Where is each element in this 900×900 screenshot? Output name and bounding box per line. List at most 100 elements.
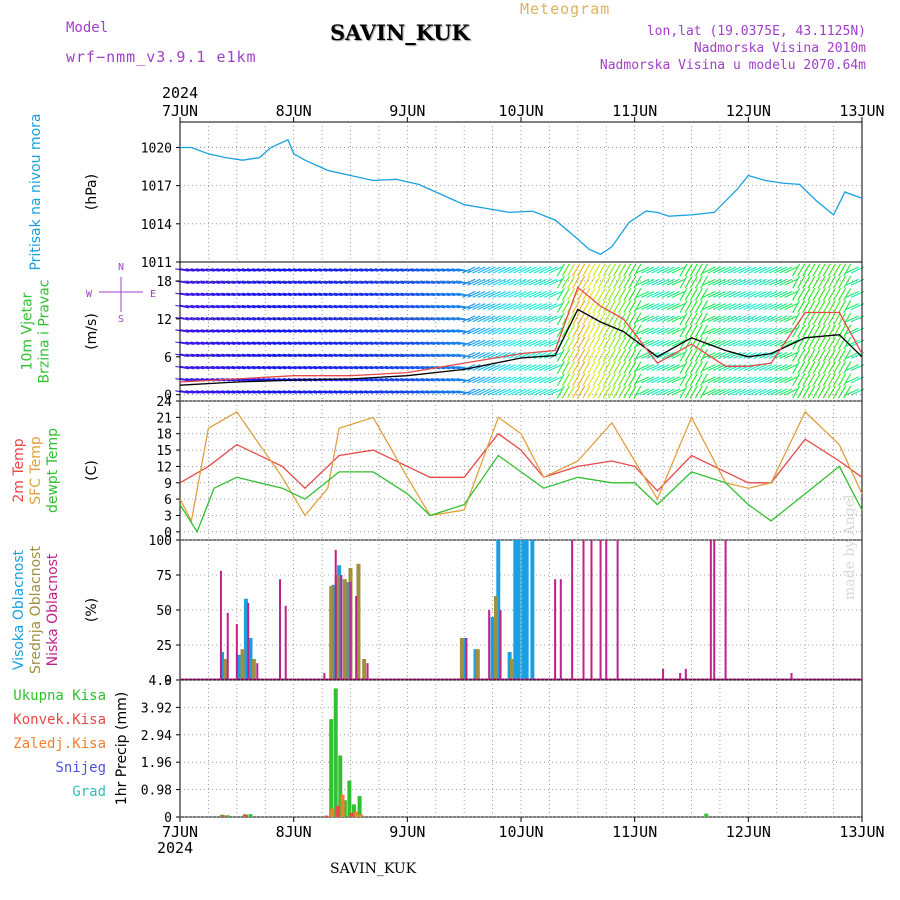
wind-barb [503, 315, 517, 323]
wind-barb [446, 390, 461, 394]
wind-barb [666, 351, 680, 359]
wind-barb [802, 361, 811, 374]
wind-barb [287, 304, 302, 309]
wind-barb [797, 385, 806, 399]
meteogram-label: Meteogram [520, 0, 611, 18]
wind-barb [477, 290, 491, 298]
wind-barb [646, 327, 660, 335]
wind-barb [313, 292, 328, 297]
wind-barb [651, 278, 665, 286]
wind-barb [572, 300, 581, 313]
wind-barb [702, 376, 716, 384]
wind-barb [231, 280, 246, 284]
bar-clouds-2-4 [256, 663, 259, 680]
bar-clouds-2-8 [334, 549, 337, 680]
wind-barb [769, 364, 783, 372]
wind-barb [257, 390, 272, 394]
wind-barb [666, 364, 680, 372]
wind-barb [602, 385, 611, 399]
wind-barb [812, 336, 821, 350]
wind-barb [472, 290, 486, 298]
wind-barb [384, 292, 399, 297]
wind-barb [633, 336, 642, 350]
wind-barb [679, 263, 688, 277]
wind-barb [497, 388, 512, 396]
wind-barb [431, 317, 446, 321]
wind-barb [518, 290, 532, 298]
wind-barb [241, 304, 256, 309]
wind-barb [354, 329, 369, 333]
wind-barb [633, 300, 642, 313]
wind-barb [822, 300, 831, 313]
wind-barb [420, 268, 435, 272]
x-tick-label-bottom-3: 10JUN [498, 823, 543, 841]
wind-barb [277, 304, 292, 309]
wind-barb [702, 266, 716, 274]
wind-barb [497, 364, 512, 372]
wind-barb [462, 376, 476, 384]
wind-barb [802, 312, 811, 326]
y-axis-label-clouds: (%) [84, 598, 100, 622]
wind-barb [738, 266, 752, 274]
y-tick-label-wind: 6 [164, 351, 172, 366]
wind-barb [753, 339, 767, 347]
wind-barb [185, 329, 200, 333]
wind-barb [636, 376, 650, 384]
wind-barb [567, 361, 575, 374]
wind-barb [712, 303, 726, 311]
wind-barb [671, 327, 686, 335]
wind-barb [523, 278, 537, 286]
wind-barb [369, 268, 384, 272]
wind-barb [717, 388, 732, 396]
wind-barb [728, 364, 742, 372]
bar-clouds-0-16 [530, 540, 535, 680]
wind-barb [257, 329, 272, 333]
wind-barb [395, 280, 410, 284]
bar-clouds-0-1 [237, 654, 242, 680]
wind-barb [282, 317, 297, 321]
wind-barb [364, 292, 379, 297]
wind-barb [262, 329, 277, 333]
wind-barb [338, 329, 353, 333]
wind-barb [661, 388, 675, 396]
wind-barb [287, 268, 302, 272]
wind-barb [694, 361, 703, 374]
wind-barb [216, 365, 231, 370]
wind-barb [567, 263, 575, 277]
wind-barb [779, 278, 793, 286]
bar-clouds-0-8 [473, 649, 478, 680]
wind-barb [236, 365, 251, 370]
wind-barb [623, 336, 632, 350]
wind-barb [200, 317, 215, 321]
wind-barb [180, 280, 195, 284]
wind-barb [666, 278, 680, 286]
wind-barb [231, 292, 246, 297]
wind-barb [446, 292, 461, 297]
wind-barb [241, 268, 256, 272]
wind-barb [646, 376, 660, 384]
wind-barb [349, 353, 364, 358]
wind-barb [758, 327, 772, 335]
wind-barb [211, 317, 226, 321]
wind-barb [472, 278, 486, 286]
wind-barb [323, 268, 338, 272]
side-label-clouds-2: Niska Oblacnost [45, 553, 61, 666]
wind-barb [503, 364, 517, 372]
wind-barb [267, 365, 282, 370]
wind-barb [633, 373, 642, 387]
wind-barb [298, 341, 313, 345]
wind-barb [349, 292, 364, 297]
wind-barb [344, 365, 359, 370]
wind-barb [769, 388, 783, 396]
wind-barb [190, 353, 205, 358]
wind-barb [587, 336, 596, 350]
wind-barb [717, 266, 732, 274]
wind-barb [477, 339, 491, 347]
wind-barb [313, 329, 328, 333]
wind-barb [395, 390, 410, 394]
wind-barb [231, 341, 246, 345]
wind-barb [684, 361, 693, 374]
wind-barb [349, 304, 364, 309]
wind-barb [252, 365, 266, 370]
wind-barb [431, 280, 446, 284]
